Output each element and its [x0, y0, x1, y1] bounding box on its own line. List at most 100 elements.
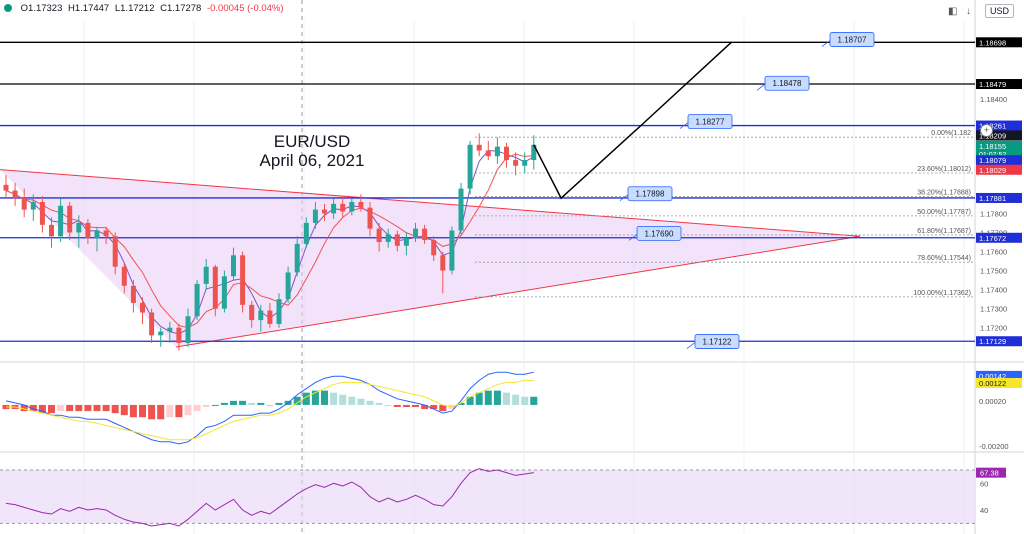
macd-histogram-bar [293, 396, 301, 405]
macd-histogram-bar [384, 404, 392, 406]
macd-histogram-bar [430, 404, 438, 410]
candle [158, 327, 164, 347]
ohlc-high: H1.17447 [68, 3, 110, 14]
candle [376, 222, 382, 252]
fib-level-label: 61.80%(1.17687) [917, 228, 971, 235]
candle-body [231, 255, 236, 277]
callout-label: 1.18277 [696, 118, 725, 127]
candle-body [467, 144, 473, 189]
fib-level-label: 23.60%(1.18012) [917, 166, 971, 173]
candle [331, 198, 337, 220]
candle-body [185, 316, 191, 343]
macd-histogram-bar [257, 402, 265, 405]
candle [349, 198, 355, 216]
ohlc-change: -0.00045 (-0.04%) [206, 3, 284, 14]
macd-histogram-bar [157, 404, 165, 420]
macd-histogram-bar [375, 402, 383, 405]
macd-histogram-bar [421, 404, 429, 410]
candle-body [376, 228, 382, 242]
candle [12, 182, 18, 206]
price-badge [976, 140, 1022, 159]
candle-body [340, 203, 346, 212]
callout-box [687, 114, 733, 129]
candle-body [331, 203, 337, 214]
candle-body [94, 230, 100, 239]
candle-body [194, 283, 200, 317]
candle-body [531, 144, 537, 161]
candle-body [158, 331, 164, 336]
price-badge-label: 1.18079 [979, 156, 1006, 165]
callout-box [829, 32, 875, 47]
rsi-badge [976, 467, 1006, 478]
rsi-value-label: 67.38 [980, 469, 999, 478]
rsi-tick-label: 60 [980, 479, 988, 488]
candle [58, 198, 64, 242]
price-badge-label: 1.18698 [979, 38, 1006, 47]
macd-histogram-bar [493, 390, 501, 405]
candle-body [403, 238, 409, 246]
price-tick-label: 1.17600 [980, 247, 1007, 256]
macd-badge [976, 377, 1022, 388]
candle [67, 201, 73, 241]
candle-body [440, 255, 446, 271]
currency-button[interactable]: USD [985, 4, 1015, 18]
candle-body [240, 255, 246, 305]
macd-histogram-bar [166, 404, 174, 418]
slow-ma-line [5, 153, 534, 329]
candle [203, 259, 209, 290]
macd-histogram-bar [357, 398, 365, 405]
macd-histogram-bar [266, 404, 274, 406]
macd-histogram-bar [366, 400, 374, 405]
candle [267, 302, 273, 328]
price-badge [976, 155, 1022, 166]
macd-histogram-bar [302, 392, 310, 405]
add-level-icon[interactable]: + [980, 124, 993, 137]
macd-histogram-bar [175, 404, 183, 418]
chart-title: EUR/USD April 06, 2021 [248, 132, 376, 170]
macd-histogram-bar [84, 404, 92, 412]
candle-body [422, 228, 428, 241]
macd-histogram-bar [466, 396, 474, 405]
callout-box [764, 75, 810, 91]
candle [340, 196, 346, 218]
macd-tick-label: -0.00200 [979, 442, 1009, 451]
callout-label: 1.18707 [838, 36, 867, 45]
candle-body [176, 327, 182, 343]
candle-body [294, 243, 300, 273]
macd-histogram-bar [321, 390, 328, 405]
candle-body [413, 228, 418, 239]
candle-body [504, 146, 509, 161]
candle [85, 219, 91, 244]
settings-icon[interactable]: ◧ [948, 6, 958, 17]
candle-body [30, 201, 36, 210]
price-badge-label: 1.18209 [979, 131, 1006, 140]
down-arrow-icon[interactable]: ↓ [966, 6, 971, 17]
macd-histogram-bar [512, 394, 520, 405]
macd-histogram-bar [521, 396, 529, 405]
macd-histogram-bar [348, 396, 356, 405]
macd-histogram-bar [184, 404, 192, 416]
candle-body [121, 266, 127, 286]
macd-histogram-bar [29, 404, 37, 412]
candle-body [458, 188, 464, 231]
candle [112, 232, 118, 275]
triangle-pattern [0, 169, 860, 347]
candle [476, 133, 482, 157]
price-badge [976, 164, 1022, 175]
candle [413, 222, 418, 242]
candle-body [140, 302, 145, 313]
candle [167, 321, 173, 343]
price-badge [976, 336, 1022, 347]
candle [30, 194, 36, 222]
candle-body [485, 150, 491, 157]
callout-label: 1.17690 [645, 229, 674, 238]
candle [449, 226, 455, 275]
candle-body [385, 234, 391, 242]
candle [94, 226, 100, 252]
callout-label: 1.17898 [636, 190, 665, 199]
candle [431, 236, 437, 262]
price-badge [976, 37, 1022, 48]
candle [3, 175, 9, 199]
candle [422, 224, 428, 244]
